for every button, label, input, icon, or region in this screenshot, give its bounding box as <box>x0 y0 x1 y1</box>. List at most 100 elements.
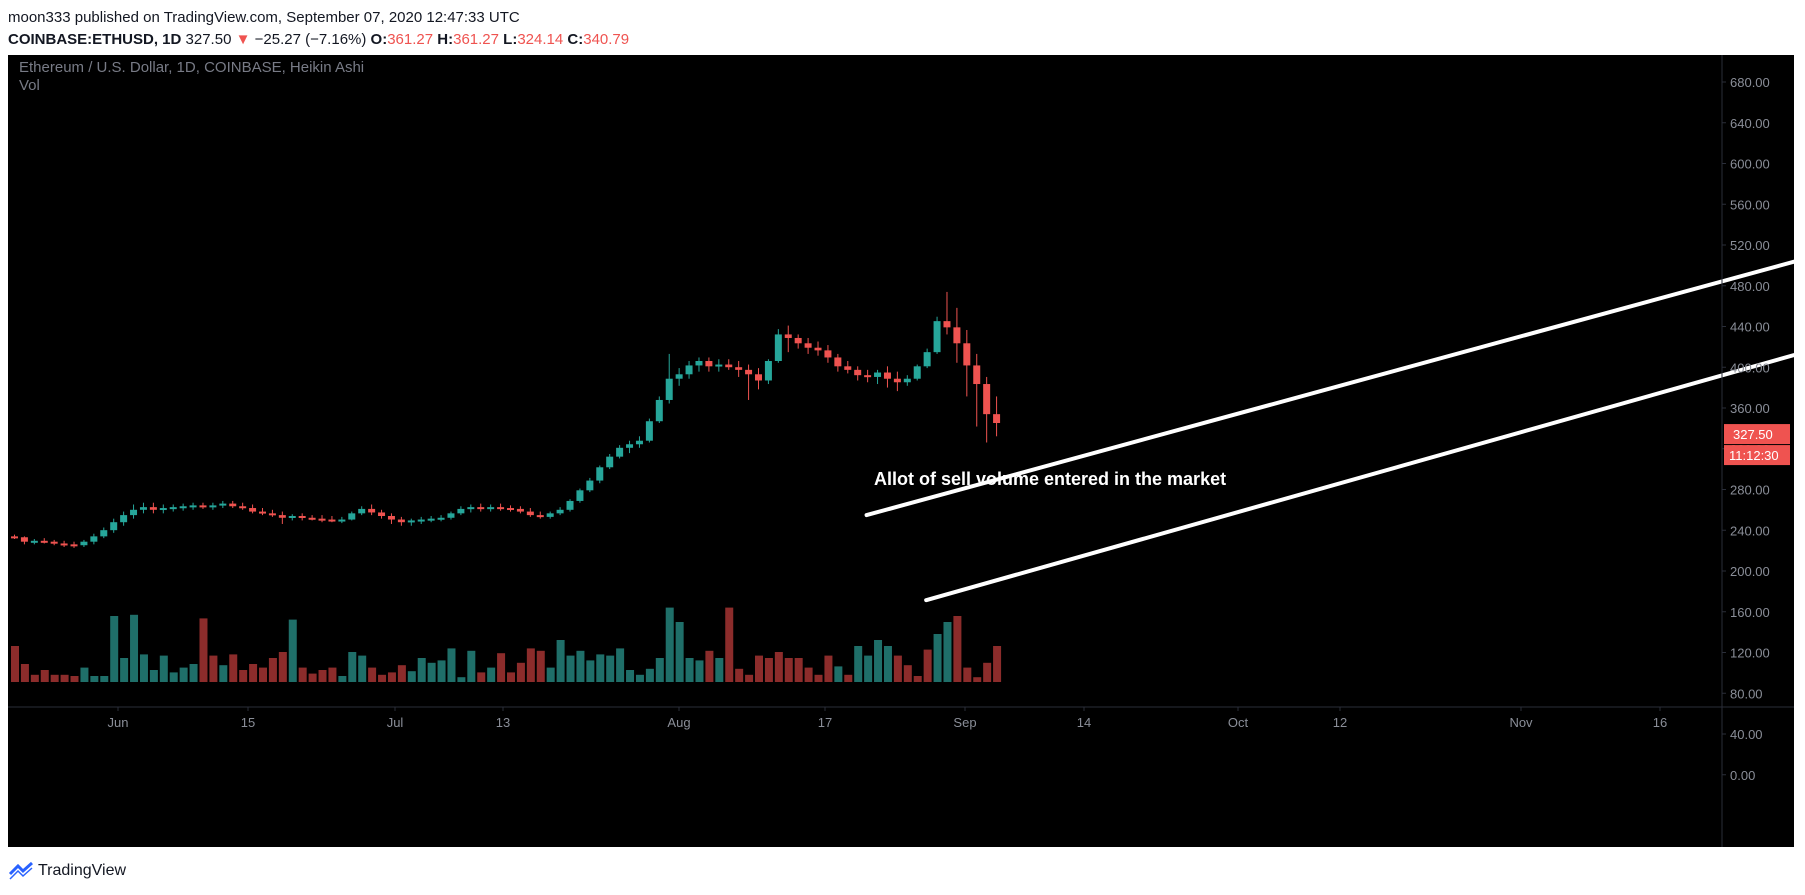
candle-body <box>467 507 475 510</box>
volume-bar <box>278 652 287 682</box>
candle-body <box>576 490 584 501</box>
volume-bar <box>864 655 873 682</box>
candle-body <box>447 513 455 518</box>
volume-bar <box>467 650 476 682</box>
volume-bar <box>913 676 922 682</box>
volume-bar <box>546 667 555 682</box>
close-label: C: <box>567 31 584 48</box>
trendline[interactable] <box>924 323 1794 603</box>
volume-bar <box>397 665 406 682</box>
candle-body <box>953 327 961 344</box>
volume-bar <box>120 658 129 682</box>
candle-body <box>259 511 266 514</box>
candle-body <box>328 519 336 522</box>
time-tick-label: 16 <box>1653 715 1667 730</box>
candle-body <box>278 515 286 518</box>
volume-bar <box>596 654 605 682</box>
candles <box>11 291 1001 548</box>
volume-bar <box>179 667 188 682</box>
volume-bar <box>536 650 545 682</box>
volume-bar <box>606 655 615 682</box>
volume-bar <box>199 618 208 682</box>
price-tick-label: 120.00 <box>1730 646 1770 661</box>
annotation-text[interactable]: Allot of sell volume entered in the mark… <box>874 469 1226 489</box>
candle-body <box>338 519 346 522</box>
price-chart[interactable]: 680.00 640.00 600.00 560.00 520.00 480.00 440.… <box>8 55 1794 847</box>
candle-body <box>685 365 693 375</box>
volume-bar <box>70 676 79 682</box>
volume-bar <box>774 652 783 682</box>
volume-bar <box>50 674 59 682</box>
publisher-name[interactable]: moon333 <box>8 9 71 26</box>
price-tick-label: 680.00 <box>1730 75 1770 90</box>
volume-bar <box>11 646 19 682</box>
candle-body <box>80 541 88 546</box>
volume-bar <box>328 667 337 682</box>
candle-body <box>526 511 534 516</box>
candle-body <box>149 507 157 510</box>
candle-body <box>814 347 822 351</box>
price-tick-label: 160.00 <box>1730 605 1770 620</box>
candle-body <box>477 507 485 510</box>
volume-bar <box>993 646 1002 682</box>
candle-body <box>675 374 683 379</box>
candle-body <box>536 515 544 518</box>
footer-brand-label: TradingView <box>38 862 127 879</box>
volume-bar <box>933 634 942 682</box>
volume-bar <box>635 674 644 682</box>
volume-bar <box>139 654 148 682</box>
volume-bar <box>586 660 595 682</box>
price-tick-label: 400.00 <box>1730 360 1770 375</box>
candle-body <box>963 343 971 366</box>
candle-body <box>774 334 782 362</box>
time-tick-label: 17 <box>818 715 832 730</box>
candle-body <box>516 508 524 512</box>
candle-body <box>596 467 604 481</box>
volume-bar <box>338 676 347 682</box>
price-tick-label: 480.00 <box>1730 279 1770 294</box>
candle-body <box>298 516 306 519</box>
volume-bars <box>11 607 1002 682</box>
volume-bar <box>705 650 714 682</box>
symbol: COINBASE:ETHUSD, 1D <box>8 31 182 48</box>
candle-body <box>745 369 753 375</box>
chart-title: Ethereum / U.S. Dollar, 1D, COINBASE, He… <box>19 59 364 76</box>
time-tick-label: Aug <box>667 715 690 730</box>
volume-bar <box>457 677 466 682</box>
candle-body <box>497 507 505 510</box>
candle-body <box>179 506 187 509</box>
candle-body <box>993 414 1001 424</box>
volume-bar <box>149 670 158 682</box>
volume-bar <box>487 667 496 682</box>
price-tick-label: 40.00 <box>1730 727 1763 742</box>
change-arrow-icon: ▼ <box>235 31 251 48</box>
volume-bar <box>616 648 625 682</box>
publish-date: published on TradingView.com, September … <box>74 9 520 26</box>
chart-panel[interactable]: 680.00 640.00 600.00 560.00 520.00 480.00 440.… <box>8 55 1794 847</box>
candle-body <box>417 519 425 522</box>
footer-brand[interactable]: TradingView <box>8 859 126 883</box>
candle-body <box>824 350 832 358</box>
candle-body <box>586 480 594 491</box>
volume-bar <box>645 668 654 682</box>
volume-bar <box>755 655 763 682</box>
volume-bar <box>893 655 902 682</box>
volume-bar <box>20 664 29 682</box>
price-tick-label: 0.00 <box>1730 768 1755 783</box>
candle-body <box>487 507 495 510</box>
trendlines[interactable] <box>864 238 1794 603</box>
candle-body <box>20 537 28 542</box>
candle-body <box>923 352 931 367</box>
volume-bar <box>526 648 535 682</box>
candle-body <box>645 421 653 441</box>
candle-body <box>784 334 792 338</box>
volume-bar <box>447 648 456 682</box>
volume-bar <box>854 646 863 682</box>
candle-body <box>50 541 58 544</box>
volume-bar <box>159 655 168 682</box>
countdown-badge-label: 11:12:30 <box>1729 448 1779 463</box>
volume-bar <box>874 640 883 682</box>
volume-bar <box>556 640 565 682</box>
trendline[interactable] <box>864 238 1794 518</box>
candle-body <box>397 519 405 523</box>
